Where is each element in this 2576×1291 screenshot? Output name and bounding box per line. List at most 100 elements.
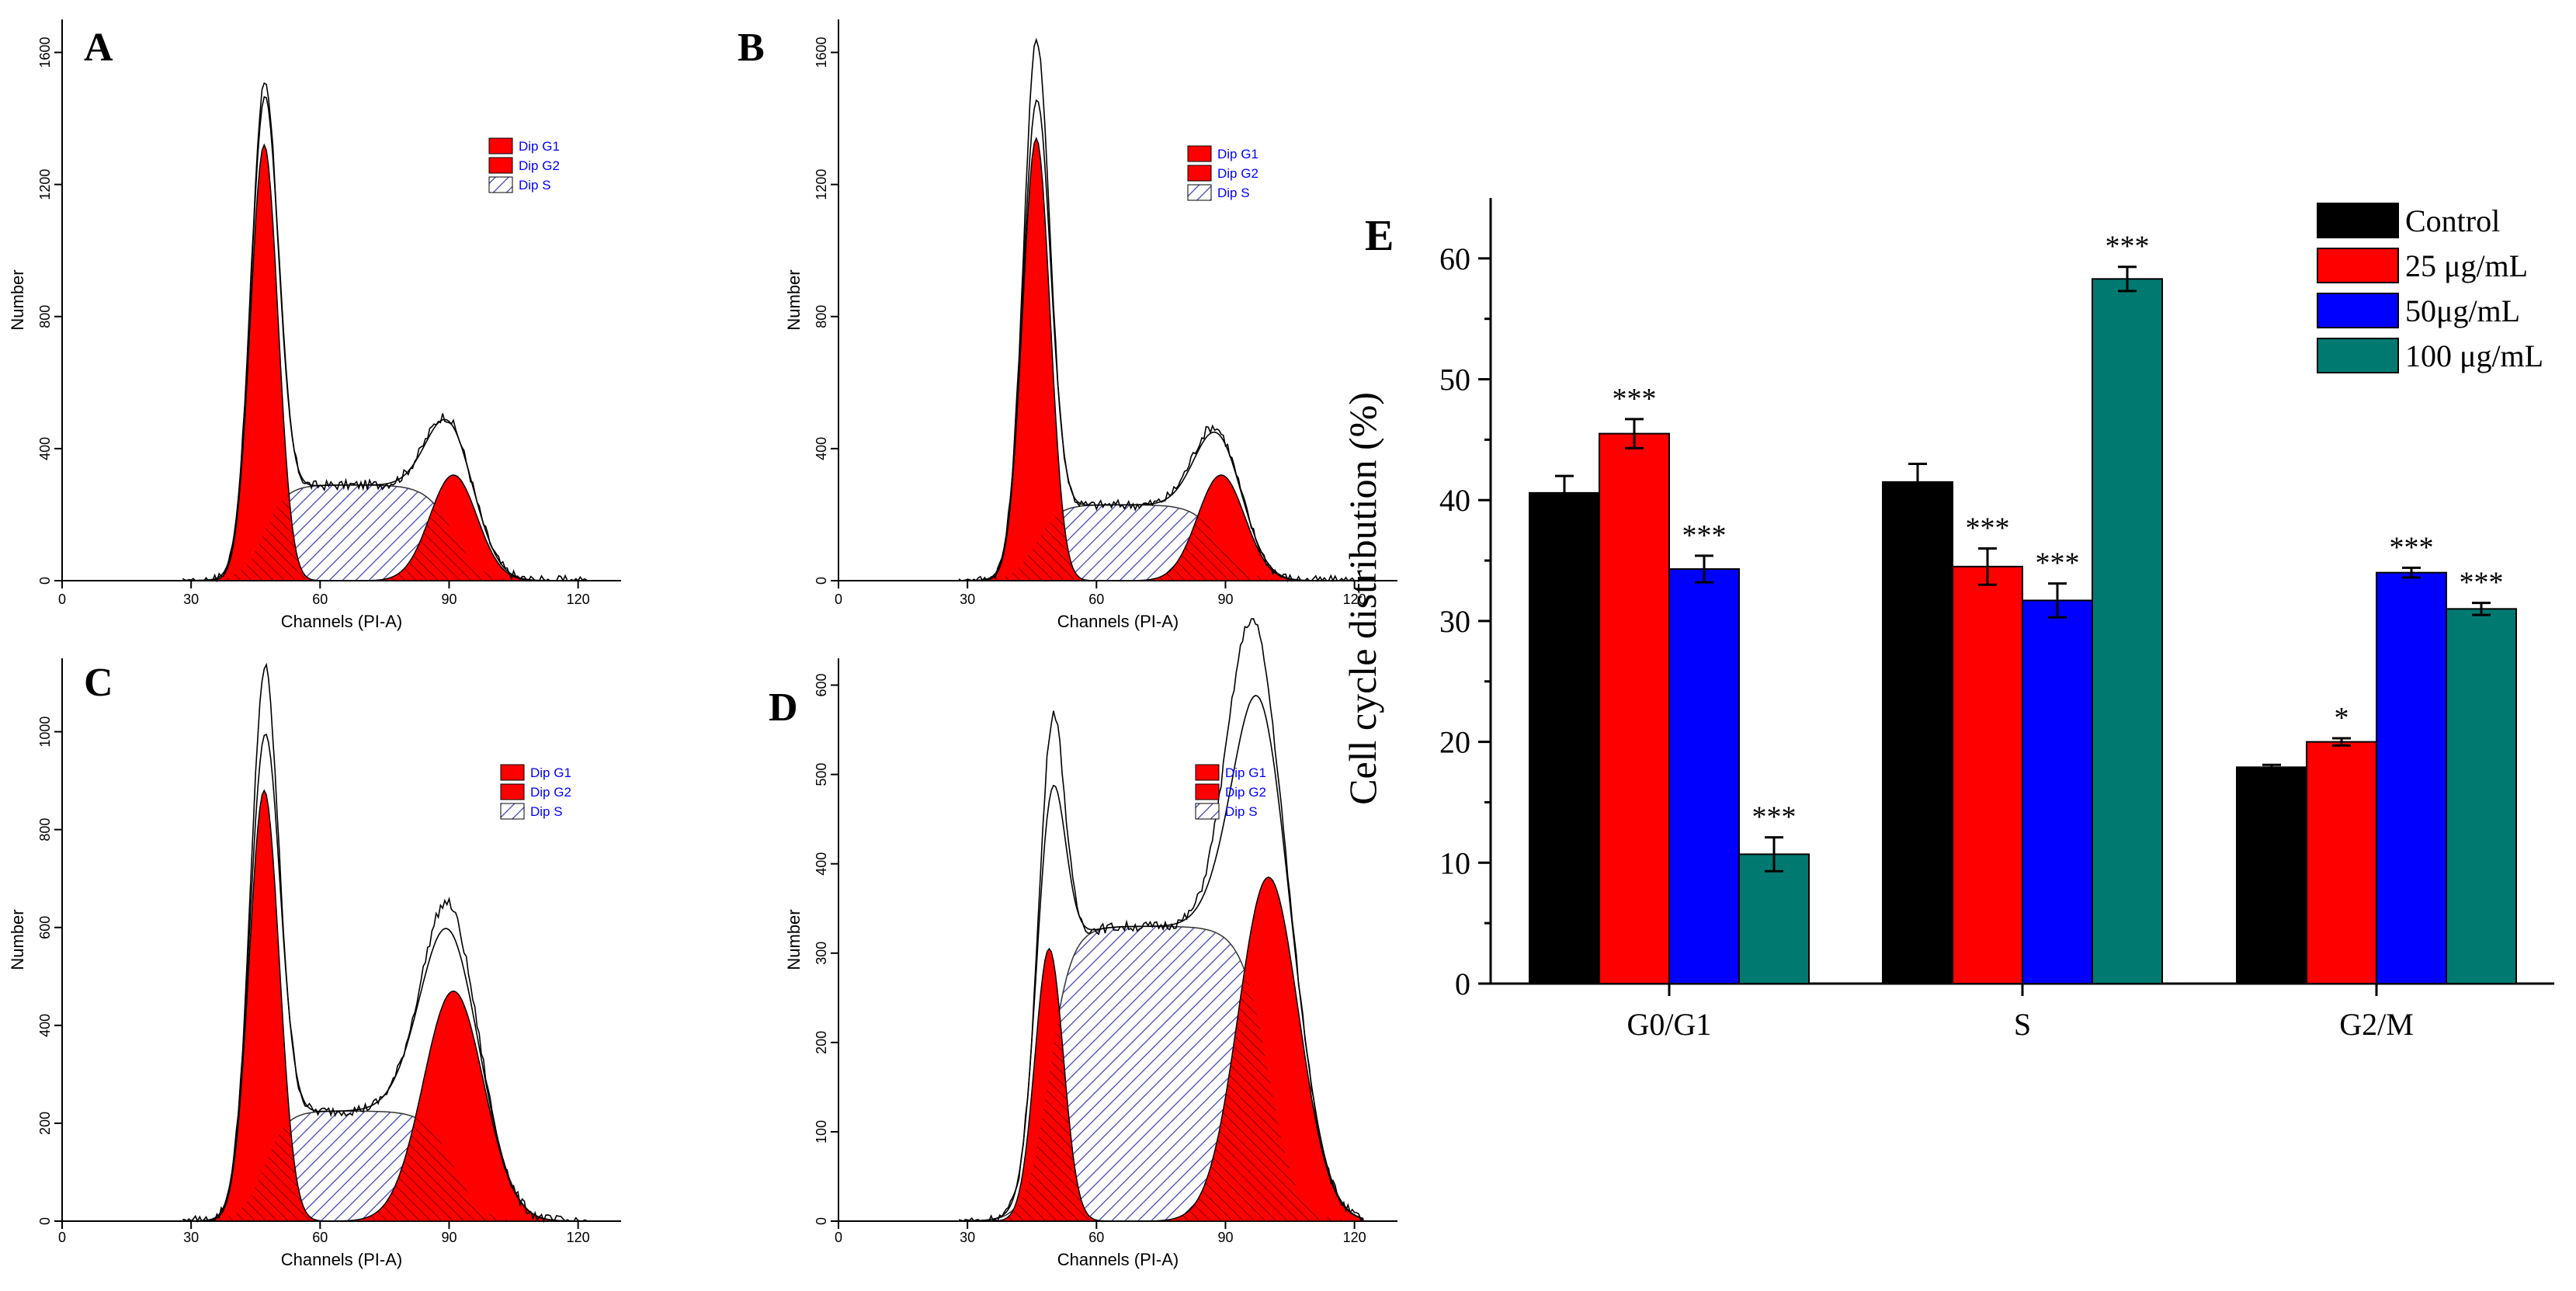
panel-c: C 0 30 60 90 120 0 200 400 600 800 1000 Channels (PI… [8, 658, 621, 1269]
y-tick-label: 500 [814, 763, 829, 786]
panel-d: D 0 30 60 90 120 0 100 200 300 400 500 600 Channels (… [769, 618, 1397, 1269]
y-axis-label: Number [784, 909, 804, 970]
significance-label: * [2335, 702, 2349, 734]
x-tick-label: 90 [1217, 1230, 1233, 1245]
y-tick-label: 1200 [37, 169, 53, 200]
legend-swatch [1195, 783, 1220, 800]
legend-swatch [488, 176, 513, 193]
legend-swatch [488, 137, 513, 154]
legend-swatch [2317, 248, 2399, 283]
bar [2306, 741, 2377, 984]
bar [1668, 567, 1740, 984]
x-tick-label: 120 [567, 1230, 590, 1245]
overlap-g1-s [182, 1122, 587, 1221]
legend-label: Dip G2 [530, 785, 571, 800]
x-tick-label: 30 [960, 592, 975, 607]
x-tick-label: 60 [312, 1230, 328, 1245]
legend-label: 50μg/mL [2405, 293, 2520, 328]
y-tick-label: 30 [1439, 604, 1470, 639]
legend: Dip G1 Dip G2 Dip S [488, 137, 560, 193]
legend-label: 25 μg/mL [2405, 248, 2528, 283]
x-tick-label: 30 [960, 1230, 975, 1245]
legend: Dip G1 Dip G2 Dip S [1187, 145, 1258, 201]
x-tick-label: 0 [835, 1230, 842, 1245]
y-tick-label: 400 [37, 1014, 53, 1037]
legend-label: Dip S [1225, 804, 1258, 819]
x-tick-label: S [2014, 1007, 2031, 1042]
y-tick-label: 60 [1439, 241, 1470, 276]
legend-swatch [488, 157, 513, 174]
legend-label: Dip G1 [530, 765, 571, 780]
x-tick-label: 0 [58, 1230, 66, 1245]
y-tick-label: 400 [814, 852, 829, 876]
legend-swatch [2317, 338, 2399, 373]
y-tick-label: 0 [37, 577, 53, 585]
overlap-g1-s [959, 512, 1363, 581]
legend-swatch [500, 803, 525, 820]
legend-label: Dip G1 [1225, 765, 1266, 780]
legend-label: Dip G2 [1217, 166, 1258, 181]
bar [1952, 565, 2023, 984]
panel-label: C [84, 661, 113, 705]
bar [2236, 766, 2307, 985]
y-tick-label: 40 [1439, 483, 1470, 518]
bar [2446, 608, 2517, 984]
legend-swatch [500, 783, 525, 800]
y-axis-label: Cell cycle distribution (%) [1341, 392, 1384, 805]
x-axis-label: Channels (PI-A) [281, 612, 403, 631]
y-tick-label: 800 [37, 818, 53, 842]
raw-histogram [182, 662, 587, 1223]
overlap-g2-s [959, 971, 1363, 1221]
legend-label: Dip S [519, 178, 551, 193]
y-tick-label: 0 [37, 1217, 53, 1225]
bar [2092, 278, 2163, 984]
raw-histogram [958, 37, 1363, 583]
legend-label: Control [2405, 203, 2500, 238]
y-tick-label: 200 [37, 1112, 53, 1135]
legend-swatch [1195, 803, 1220, 820]
raw-histogram [958, 618, 1363, 1223]
x-tick-label: 0 [58, 592, 66, 607]
x-axis-label: Channels (PI-A) [1057, 612, 1179, 631]
legend-swatch [500, 764, 525, 781]
y-axis-label: Number [8, 909, 27, 970]
significance-label: *** [1966, 512, 2010, 545]
y-tick-label: 600 [37, 916, 53, 939]
panel-label: E [1365, 212, 1394, 260]
y-tick-label: 300 [814, 942, 829, 965]
y-tick-label: 1200 [814, 169, 829, 200]
y-axis-label: Number [8, 269, 27, 330]
bar [2022, 599, 2093, 984]
x-axis-label: Channels (PI-A) [1057, 1250, 1179, 1269]
x-tick-label: 30 [183, 592, 199, 607]
y-tick-label: 800 [37, 305, 53, 328]
y-tick-label: 100 [814, 1120, 829, 1144]
panel-label: A [84, 26, 113, 70]
legend-label: 100 μg/mL [2405, 338, 2543, 373]
x-tick-label: 120 [1343, 592, 1366, 607]
y-axis-label: Number [784, 269, 804, 330]
x-tick-label: 90 [1217, 592, 1233, 607]
bar [1529, 491, 1600, 984]
x-tick-label: 60 [312, 592, 328, 607]
x-tick-label: G0/G1 [1627, 1007, 1712, 1042]
legend-swatch [1187, 165, 1212, 182]
raw-histogram [182, 82, 588, 583]
y-tick-label: 0 [1455, 967, 1470, 1001]
y-tick-label: 800 [814, 305, 829, 328]
y-tick-label: 20 [1439, 725, 1470, 760]
x-tick-label: 120 [567, 592, 590, 607]
bar [1882, 481, 1953, 984]
legend-label: Dip G1 [1217, 147, 1258, 161]
x-tick-label: 60 [1088, 1230, 1104, 1245]
bar [2376, 571, 2447, 984]
bar [1738, 853, 1810, 984]
y-tick-label: 400 [814, 437, 829, 460]
x-tick-label: 30 [183, 1230, 199, 1245]
overlap-g1-s [959, 1016, 1363, 1221]
legend-swatch [2317, 293, 2399, 328]
bar-chart-panel: E 0 10 20 30 40 50 60 Cell cycle distribution (%… [1341, 198, 2554, 1042]
x-tick-label: 90 [441, 592, 457, 607]
y-tick-label: 1600 [37, 37, 53, 68]
